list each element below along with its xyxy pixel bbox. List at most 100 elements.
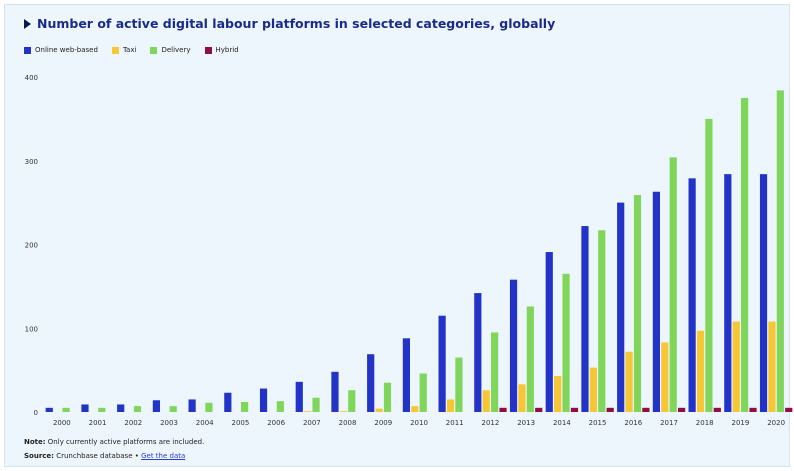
bar-online-web-based-2002[interactable] <box>117 404 125 412</box>
bar-delivery-2013[interactable] <box>526 306 534 412</box>
bar-delivery-2009[interactable] <box>383 382 392 412</box>
bar-hybrid-2016[interactable] <box>642 407 650 412</box>
chart-title: Number of active digital labour platform… <box>24 16 555 31</box>
bar-taxi-2011[interactable] <box>446 399 455 412</box>
bar-delivery-2002[interactable] <box>133 406 142 412</box>
bar-delivery-2014[interactable] <box>562 273 570 412</box>
bar-online-web-based-2016[interactable] <box>617 202 625 413</box>
bar-delivery-2018[interactable] <box>705 118 713 413</box>
bar-online-web-based-2009[interactable] <box>367 354 375 412</box>
legend-swatch-delivery <box>150 46 158 54</box>
bar-online-web-based-2007[interactable] <box>295 381 303 412</box>
triangle-bullet-icon <box>24 18 31 29</box>
x-tick-label: 2015 <box>589 419 607 427</box>
y-tick-label: 100 <box>25 325 38 333</box>
bar-delivery-2007[interactable] <box>312 397 320 412</box>
bar-taxi-2013[interactable] <box>518 384 526 412</box>
bar-delivery-2000[interactable] <box>62 407 70 412</box>
bar-delivery-2004[interactable] <box>205 402 213 412</box>
note-text: Only currently active platforms are incl… <box>47 438 205 446</box>
bar-online-web-based-2010[interactable] <box>402 338 410 412</box>
bar-online-web-based-2005[interactable] <box>224 392 232 412</box>
bar-hybrid-2020[interactable] <box>785 407 793 412</box>
bar-hybrid-2018[interactable] <box>713 407 721 412</box>
bar-delivery-2019[interactable] <box>741 97 749 412</box>
bar-online-web-based-2020[interactable] <box>759 174 768 412</box>
bar-taxi-2020[interactable] <box>768 321 776 412</box>
x-tick-label: 2001 <box>89 419 107 427</box>
x-tick-label: 2007 <box>303 419 321 427</box>
legend-item-hybrid[interactable]: Hybrid <box>204 46 239 54</box>
bar-delivery-2012[interactable] <box>491 332 499 412</box>
bar-online-web-based-2000[interactable] <box>45 407 53 412</box>
x-tick-label: 2006 <box>267 419 285 427</box>
bar-hybrid-2012[interactable] <box>499 407 507 412</box>
bar-delivery-2005[interactable] <box>241 401 249 412</box>
bar-online-web-based-2015[interactable] <box>581 226 589 412</box>
note-label: Note: <box>24 438 46 446</box>
bar-online-web-based-2014[interactable] <box>545 252 553 412</box>
bar-delivery-2001[interactable] <box>98 407 106 412</box>
bar-online-web-based-2008[interactable] <box>331 371 339 412</box>
bar-online-web-based-2017[interactable] <box>652 191 660 412</box>
x-tick-label: 2019 <box>732 419 750 427</box>
legend: Online web-based Taxi Delivery Hybrid <box>24 46 239 54</box>
bar-delivery-2010[interactable] <box>419 373 427 412</box>
bar-online-web-based-2019[interactable] <box>724 174 732 412</box>
x-tick-label: 2014 <box>553 419 571 427</box>
bar-online-web-based-2004[interactable] <box>188 399 196 412</box>
bar-delivery-2016[interactable] <box>633 195 642 412</box>
source-label: Source: <box>24 452 54 460</box>
x-tick-label: 2009 <box>374 419 392 427</box>
bar-delivery-2011[interactable] <box>455 357 463 412</box>
x-tick-label: 2008 <box>339 419 357 427</box>
x-tick-label: 2017 <box>660 419 678 427</box>
bar-taxi-2016[interactable] <box>625 351 633 412</box>
chart-title-text: Number of active digital labour platform… <box>37 16 556 31</box>
bar-delivery-2020[interactable] <box>776 90 784 413</box>
legend-swatch-online-web-based <box>24 46 31 54</box>
bar-hybrid-2015[interactable] <box>606 407 614 412</box>
bar-taxi-2012[interactable] <box>482 390 490 412</box>
bar-delivery-2008[interactable] <box>348 390 356 412</box>
legend-swatch-hybrid <box>204 46 212 54</box>
bar-delivery-2003[interactable] <box>169 406 177 412</box>
bar-online-web-based-2013[interactable] <box>509 279 518 412</box>
bar-taxi-2009[interactable] <box>375 408 383 412</box>
bar-delivery-2015[interactable] <box>598 230 606 412</box>
bar-taxi-2014[interactable] <box>554 375 562 412</box>
bar-taxi-2018[interactable] <box>696 330 705 412</box>
y-tick-label: 300 <box>25 158 38 166</box>
bar-taxi-2019[interactable] <box>732 321 740 412</box>
x-tick-label: 2005 <box>232 419 250 427</box>
bar-hybrid-2017[interactable] <box>678 407 686 412</box>
bar-online-web-based-2001[interactable] <box>81 404 89 412</box>
bar-hybrid-2014[interactable] <box>570 407 579 412</box>
bar-online-web-based-2003[interactable] <box>152 400 160 412</box>
get-the-data-link[interactable]: Get the data <box>141 452 186 460</box>
legend-item-taxi[interactable]: Taxi <box>111 46 136 54</box>
bar-taxi-2010[interactable] <box>411 406 419 412</box>
bar-online-web-based-2006[interactable] <box>259 388 268 412</box>
bar-taxi-2007[interactable] <box>304 411 312 412</box>
bar-taxi-2017[interactable] <box>661 342 669 412</box>
bar-taxi-2008[interactable] <box>339 411 347 412</box>
bar-hybrid-2019[interactable] <box>749 407 757 412</box>
x-tick-label: 2002 <box>124 419 142 427</box>
legend-label: Delivery <box>161 46 191 54</box>
bar-online-web-based-2011[interactable] <box>438 315 446 412</box>
bar-delivery-2017[interactable] <box>669 157 677 412</box>
bar-delivery-2006[interactable] <box>276 401 284 412</box>
bar-online-web-based-2012[interactable] <box>474 293 482 412</box>
x-tick-label: 2018 <box>696 419 714 427</box>
bar-hybrid-2013[interactable] <box>535 407 543 412</box>
source-text: Crunchbase database • <box>56 452 139 460</box>
x-tick-label: 2003 <box>160 419 178 427</box>
bar-online-web-based-2018[interactable] <box>688 178 696 412</box>
x-tick-label: 2010 <box>410 419 428 427</box>
legend-label: Online web-based <box>35 46 98 54</box>
legend-item-online-web-based[interactable]: Online web-based <box>24 46 98 54</box>
legend-item-delivery[interactable]: Delivery <box>150 46 191 54</box>
bar-taxi-2015[interactable] <box>589 367 597 412</box>
